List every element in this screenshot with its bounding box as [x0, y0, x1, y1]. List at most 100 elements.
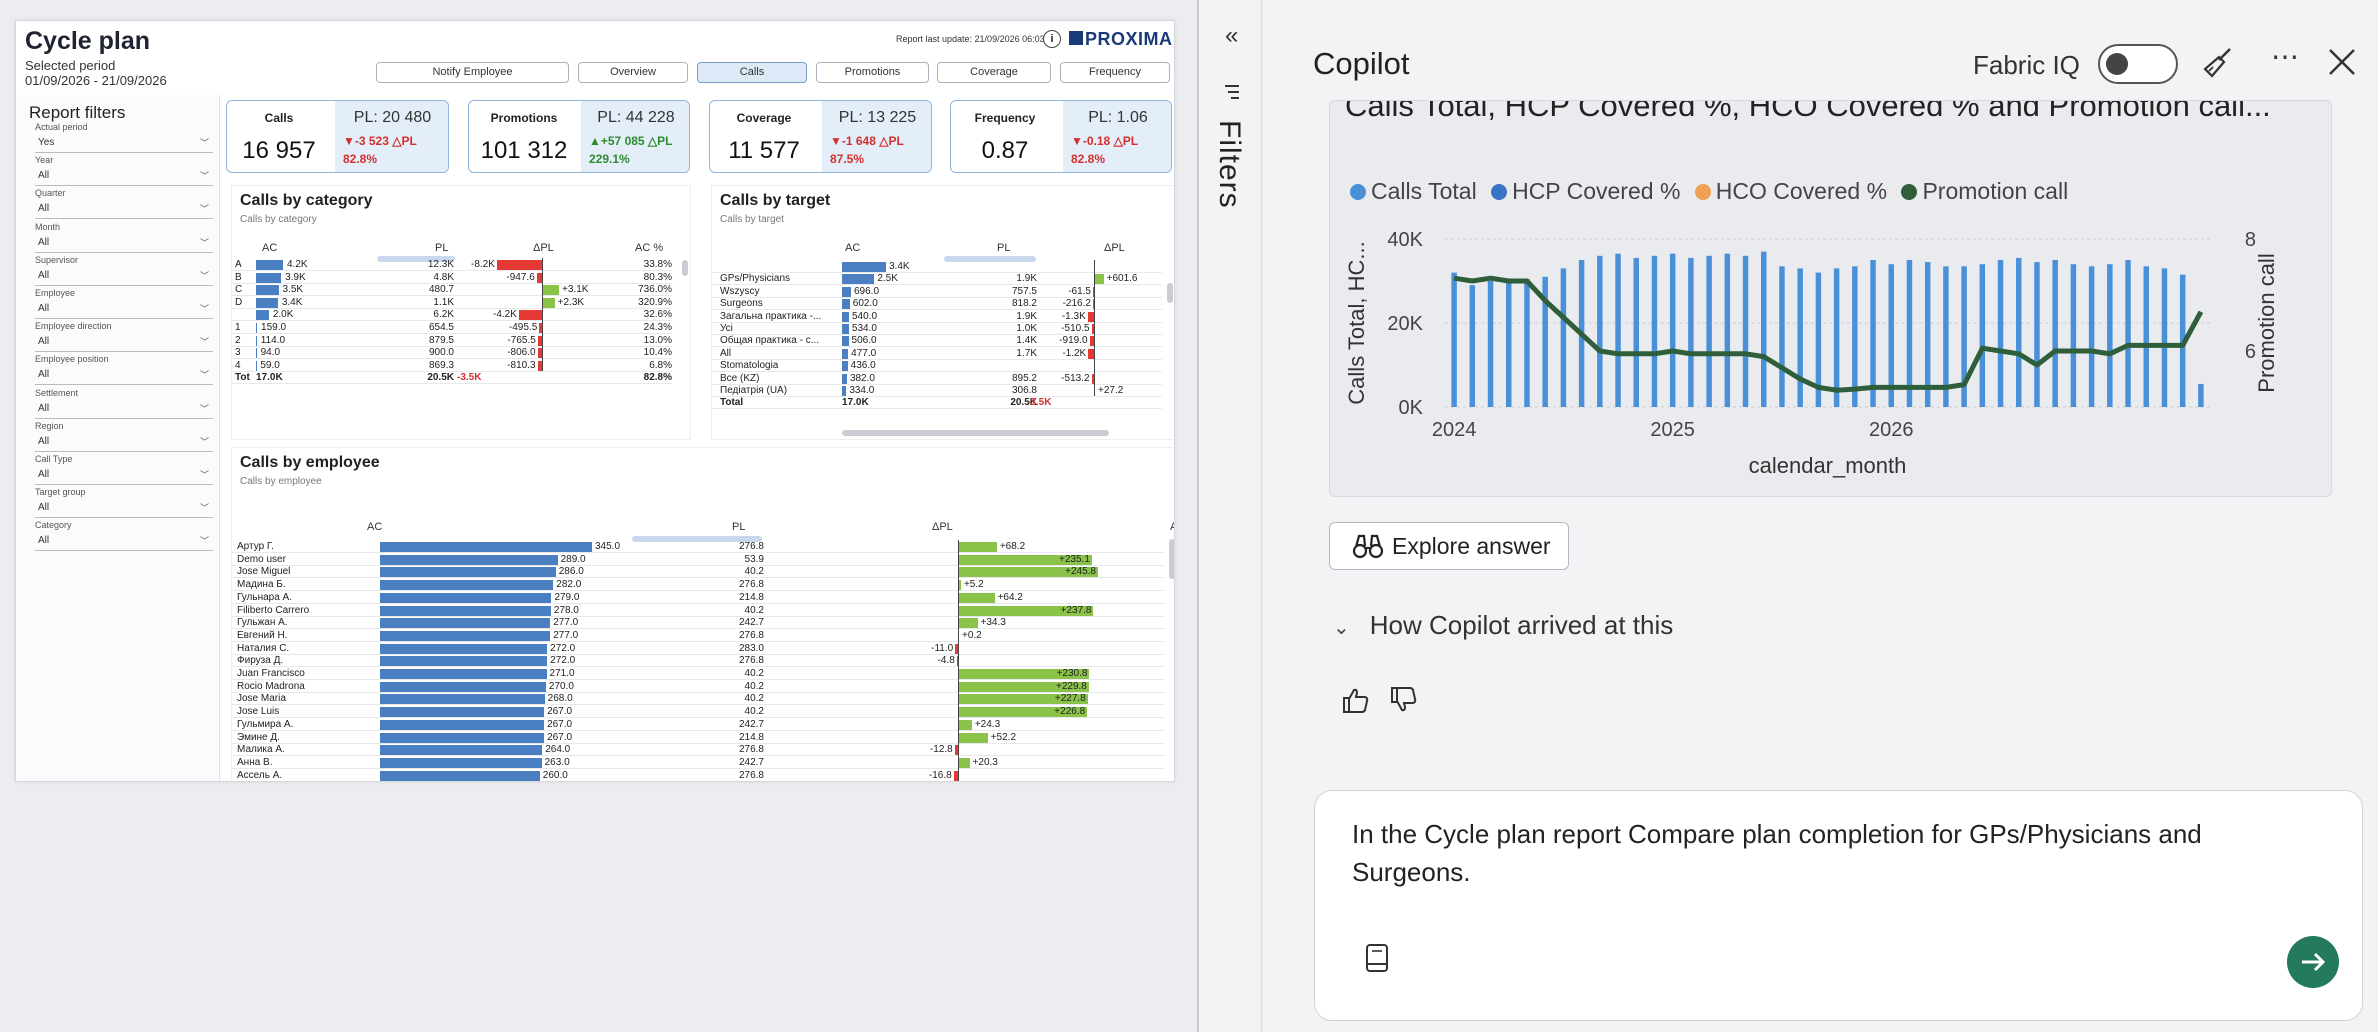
col-header-ac[interactable]: AC — [845, 242, 861, 254]
table-row[interactable]: 1 159.0 654.5 -495.5 24.3% — [232, 321, 682, 334]
col-header-dpl[interactable]: ΔPL — [1104, 242, 1125, 254]
filter-dropdown[interactable]: All ﹀ — [35, 532, 213, 552]
kpi-calls-card[interactable]: Calls 16 957 PL: 20 480 ▼-3 523 △PL 82.8… — [226, 100, 449, 173]
filters-pane-label[interactable]: Filters — [1213, 120, 1246, 209]
filter-dropdown[interactable]: All ﹀ — [35, 267, 213, 286]
table-total-row[interactable]: Tot 17.0K 20.5K -3.5K 82.8% — [232, 371, 682, 385]
table-row[interactable]: Общая практика - с... 506.0 1.4K -919.0 — [712, 334, 1162, 348]
table-row[interactable]: 2.0K 6.2K -4.2K 32.6% — [232, 308, 682, 322]
table-row[interactable]: Загальна практика -... 540.0 1.9K -1.3K — [712, 310, 1162, 323]
col-header-extra[interactable]: A — [1170, 521, 1174, 533]
kpi-coverage-card[interactable]: Coverage 11 577 PL: 13 225 ▼-1 648 △PL 8… — [709, 100, 932, 173]
col-header-pl[interactable]: PL — [997, 242, 1011, 254]
table-row[interactable]: Stomatologia 436.0 — [712, 359, 1162, 373]
col-header-pl[interactable]: PL — [435, 242, 449, 254]
filter-dropdown[interactable]: All ﹀ — [35, 499, 213, 519]
filter-dropdown[interactable]: All ﹀ — [35, 200, 213, 220]
how-copilot-arrived-expander[interactable]: ⌄ How Copilot arrived at this — [1333, 610, 1673, 641]
table-total-row[interactable]: Total 17.0K 20.5K -3.5K — [712, 396, 1162, 410]
legend-item-hcp-covered[interactable]: HCP Covered % — [1491, 178, 1680, 205]
table-row[interactable]: Surgeons 602.0 818.2 -216.2 — [712, 297, 1162, 311]
collapse-pane-icon[interactable]: « — [1225, 22, 1239, 49]
send-button[interactable] — [2287, 936, 2339, 988]
table-row[interactable]: A 4.2K 12.3K -8.2K 33.8% — [232, 258, 682, 271]
filter-dropdown[interactable]: All ﹀ — [35, 234, 213, 253]
nav-coverage-button[interactable]: Coverage — [937, 62, 1051, 83]
filter-dropdown[interactable]: All ﹀ — [35, 366, 213, 386]
filter-dropdown[interactable]: All ﹀ — [35, 333, 213, 353]
calls-by-target-visual[interactable]: Calls by target Calls by target AC PL ΔP… — [711, 185, 1174, 440]
copilot-chart-card[interactable]: Calls Total, HCP Covered %, HCO Covered … — [1329, 100, 2332, 497]
col-header-ac[interactable]: AC — [367, 521, 383, 533]
table-row[interactable]: 3 94.0 900.0 -806.0 10.4% — [232, 346, 682, 360]
nav-promotions-button[interactable]: Promotions — [816, 62, 929, 83]
table-row[interactable]: 4 59.0 869.3 -810.3 6.8% — [232, 359, 682, 372]
broom-icon[interactable] — [2200, 45, 2236, 81]
info-icon[interactable]: i — [1043, 30, 1061, 48]
table-row[interactable]: Все (KZ) 382.0 895.2 -513.2 — [712, 372, 1162, 385]
filter-funnel-icon[interactable] — [1222, 83, 1242, 101]
table-row[interactable]: 3.4K — [712, 260, 1162, 273]
filter-dropdown[interactable]: All ﹀ — [35, 400, 213, 419]
kpi-promotions-card[interactable]: Promotions 101 312 PL: 44 228 ▲+57 085 △… — [468, 100, 690, 173]
prompt-input-box[interactable]: In the Cycle plan report Compare plan co… — [1314, 790, 2363, 1021]
calls-by-category-visual[interactable]: Calls by category Calls by category AC P… — [231, 185, 691, 440]
vertical-scrollbar[interactable] — [1169, 539, 1174, 579]
prompt-text[interactable]: In the Cycle plan report Compare plan co… — [1352, 819, 2202, 887]
table-row[interactable]: Усі 534.0 1.0K -510.5 — [712, 322, 1162, 335]
filter-dropdown[interactable]: All ﹀ — [35, 167, 213, 187]
filter-dropdown[interactable]: Yes ﹀ — [35, 134, 213, 153]
vertical-scrollbar[interactable] — [1167, 283, 1173, 303]
table-row[interactable]: D 3.4K 1.1K +2.3K 320.9% — [232, 296, 682, 309]
kpi-frequency-card[interactable]: Frequency 0.87 PL: 1.06 ▼-0.18 △PL 82.8% — [950, 100, 1172, 173]
nav-frequency-button[interactable]: Frequency — [1060, 62, 1170, 83]
filter-dropdown[interactable]: All ﹀ — [35, 466, 213, 485]
col-header-acpct[interactable]: AC % — [635, 242, 664, 254]
table-row[interactable]: C 3.5K 480.7 +3.1K 736.0% — [232, 283, 682, 297]
filter-dropdown[interactable]: All ﹀ — [35, 433, 213, 452]
pane-divider[interactable] — [1197, 0, 1199, 1032]
horizontal-scrollbar[interactable] — [842, 430, 1109, 436]
col-header-ac[interactable]: AC — [262, 242, 278, 254]
table-row[interactable]: All 477.0 1.7K -1.2K — [712, 347, 1162, 360]
fabric-iq-toggle[interactable] — [2098, 44, 2178, 84]
legend-item-hco-covered[interactable]: HCO Covered % — [1694, 178, 1887, 205]
thumbs-up-icon[interactable] — [1338, 683, 1372, 717]
close-icon[interactable] — [2326, 46, 2358, 78]
legend-item-calls-total[interactable]: Calls Total — [1350, 178, 1477, 205]
nav-notify-employee-button[interactable]: Notify Employee — [376, 62, 569, 83]
nav-overview-button[interactable]: Overview — [578, 62, 688, 83]
calls-by-employee-visual[interactable]: Calls by employee Calls by employee AC P… — [231, 447, 1174, 782]
nav-calls-button[interactable]: Calls — [697, 62, 807, 83]
thumbs-down-icon[interactable] — [1386, 683, 1420, 717]
table-row[interactable]: 2 114.0 879.5 -765.5 13.0% — [232, 334, 682, 347]
table-row[interactable]: GPs/Physicians 2.5K 1.9K +601.6 — [712, 272, 1162, 286]
table-row[interactable]: Wszyscy 696.0 757.5 -61.5 — [712, 285, 1162, 298]
more-options-icon[interactable]: ⋯ — [2271, 41, 2299, 72]
legend-item-promotion-call[interactable]: Promotion call — [1901, 178, 2068, 205]
explore-answer-button[interactable]: Explore answer — [1329, 522, 1569, 570]
col-header-dpl[interactable]: ΔPL — [533, 242, 554, 254]
filter-dropdown[interactable]: All ﹀ — [35, 300, 213, 319]
table-row[interactable]: B 3.9K 4.8K -947.6 80.3% — [232, 271, 682, 284]
